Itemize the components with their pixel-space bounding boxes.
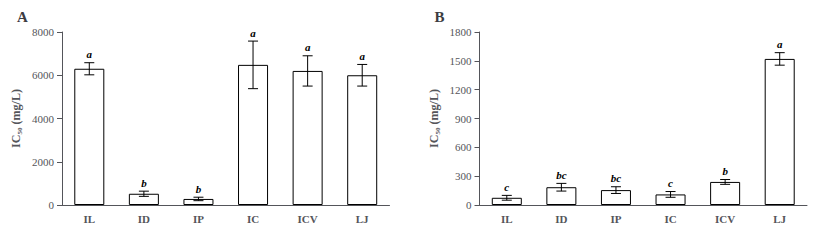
svg-text:LJ: LJ — [356, 213, 369, 225]
svg-text:IC: IC — [664, 213, 676, 225]
svg-text:ICV: ICV — [298, 213, 318, 225]
svg-text:IL: IL — [83, 213, 95, 225]
svg-text:IC₅₀ (mg/L): IC₅₀ (mg/L) — [9, 89, 23, 148]
svg-text:IP: IP — [193, 213, 204, 225]
svg-text:4000: 4000 — [32, 113, 55, 125]
svg-text:1500: 1500 — [450, 55, 473, 67]
svg-text:1200: 1200 — [450, 84, 473, 96]
svg-text:a: a — [359, 50, 365, 62]
svg-text:300: 300 — [455, 170, 472, 182]
svg-text:0: 0 — [466, 199, 472, 211]
svg-text:c: c — [668, 177, 673, 189]
svg-text:a: a — [87, 48, 93, 60]
svg-text:ID: ID — [138, 213, 150, 225]
svg-text:8000: 8000 — [32, 26, 55, 38]
svg-text:B: B — [435, 9, 445, 25]
svg-text:1800: 1800 — [450, 26, 473, 38]
svg-text:2000: 2000 — [32, 156, 55, 168]
svg-text:IL: IL — [501, 213, 513, 225]
svg-text:IC₅₀ (mg/L): IC₅₀ (mg/L) — [427, 89, 441, 148]
svg-text:b: b — [196, 183, 202, 195]
svg-text:a: a — [777, 38, 783, 50]
svg-text:a: a — [305, 41, 311, 53]
svg-text:ICV: ICV — [715, 213, 735, 225]
svg-text:LJ: LJ — [773, 213, 786, 225]
svg-text:IP: IP — [610, 213, 621, 225]
svg-text:IC: IC — [247, 213, 259, 225]
svg-text:bc: bc — [556, 169, 567, 181]
svg-text:ID: ID — [555, 213, 567, 225]
svg-text:A: A — [17, 9, 28, 25]
svg-text:a: a — [250, 27, 256, 39]
svg-text:b: b — [722, 165, 728, 177]
svg-text:b: b — [141, 177, 147, 189]
svg-text:c: c — [504, 181, 509, 193]
svg-text:bc: bc — [611, 172, 622, 184]
svg-text:600: 600 — [455, 141, 472, 153]
svg-text:6000: 6000 — [32, 69, 55, 81]
svg-text:0: 0 — [49, 199, 55, 211]
svg-text:900: 900 — [455, 113, 472, 125]
